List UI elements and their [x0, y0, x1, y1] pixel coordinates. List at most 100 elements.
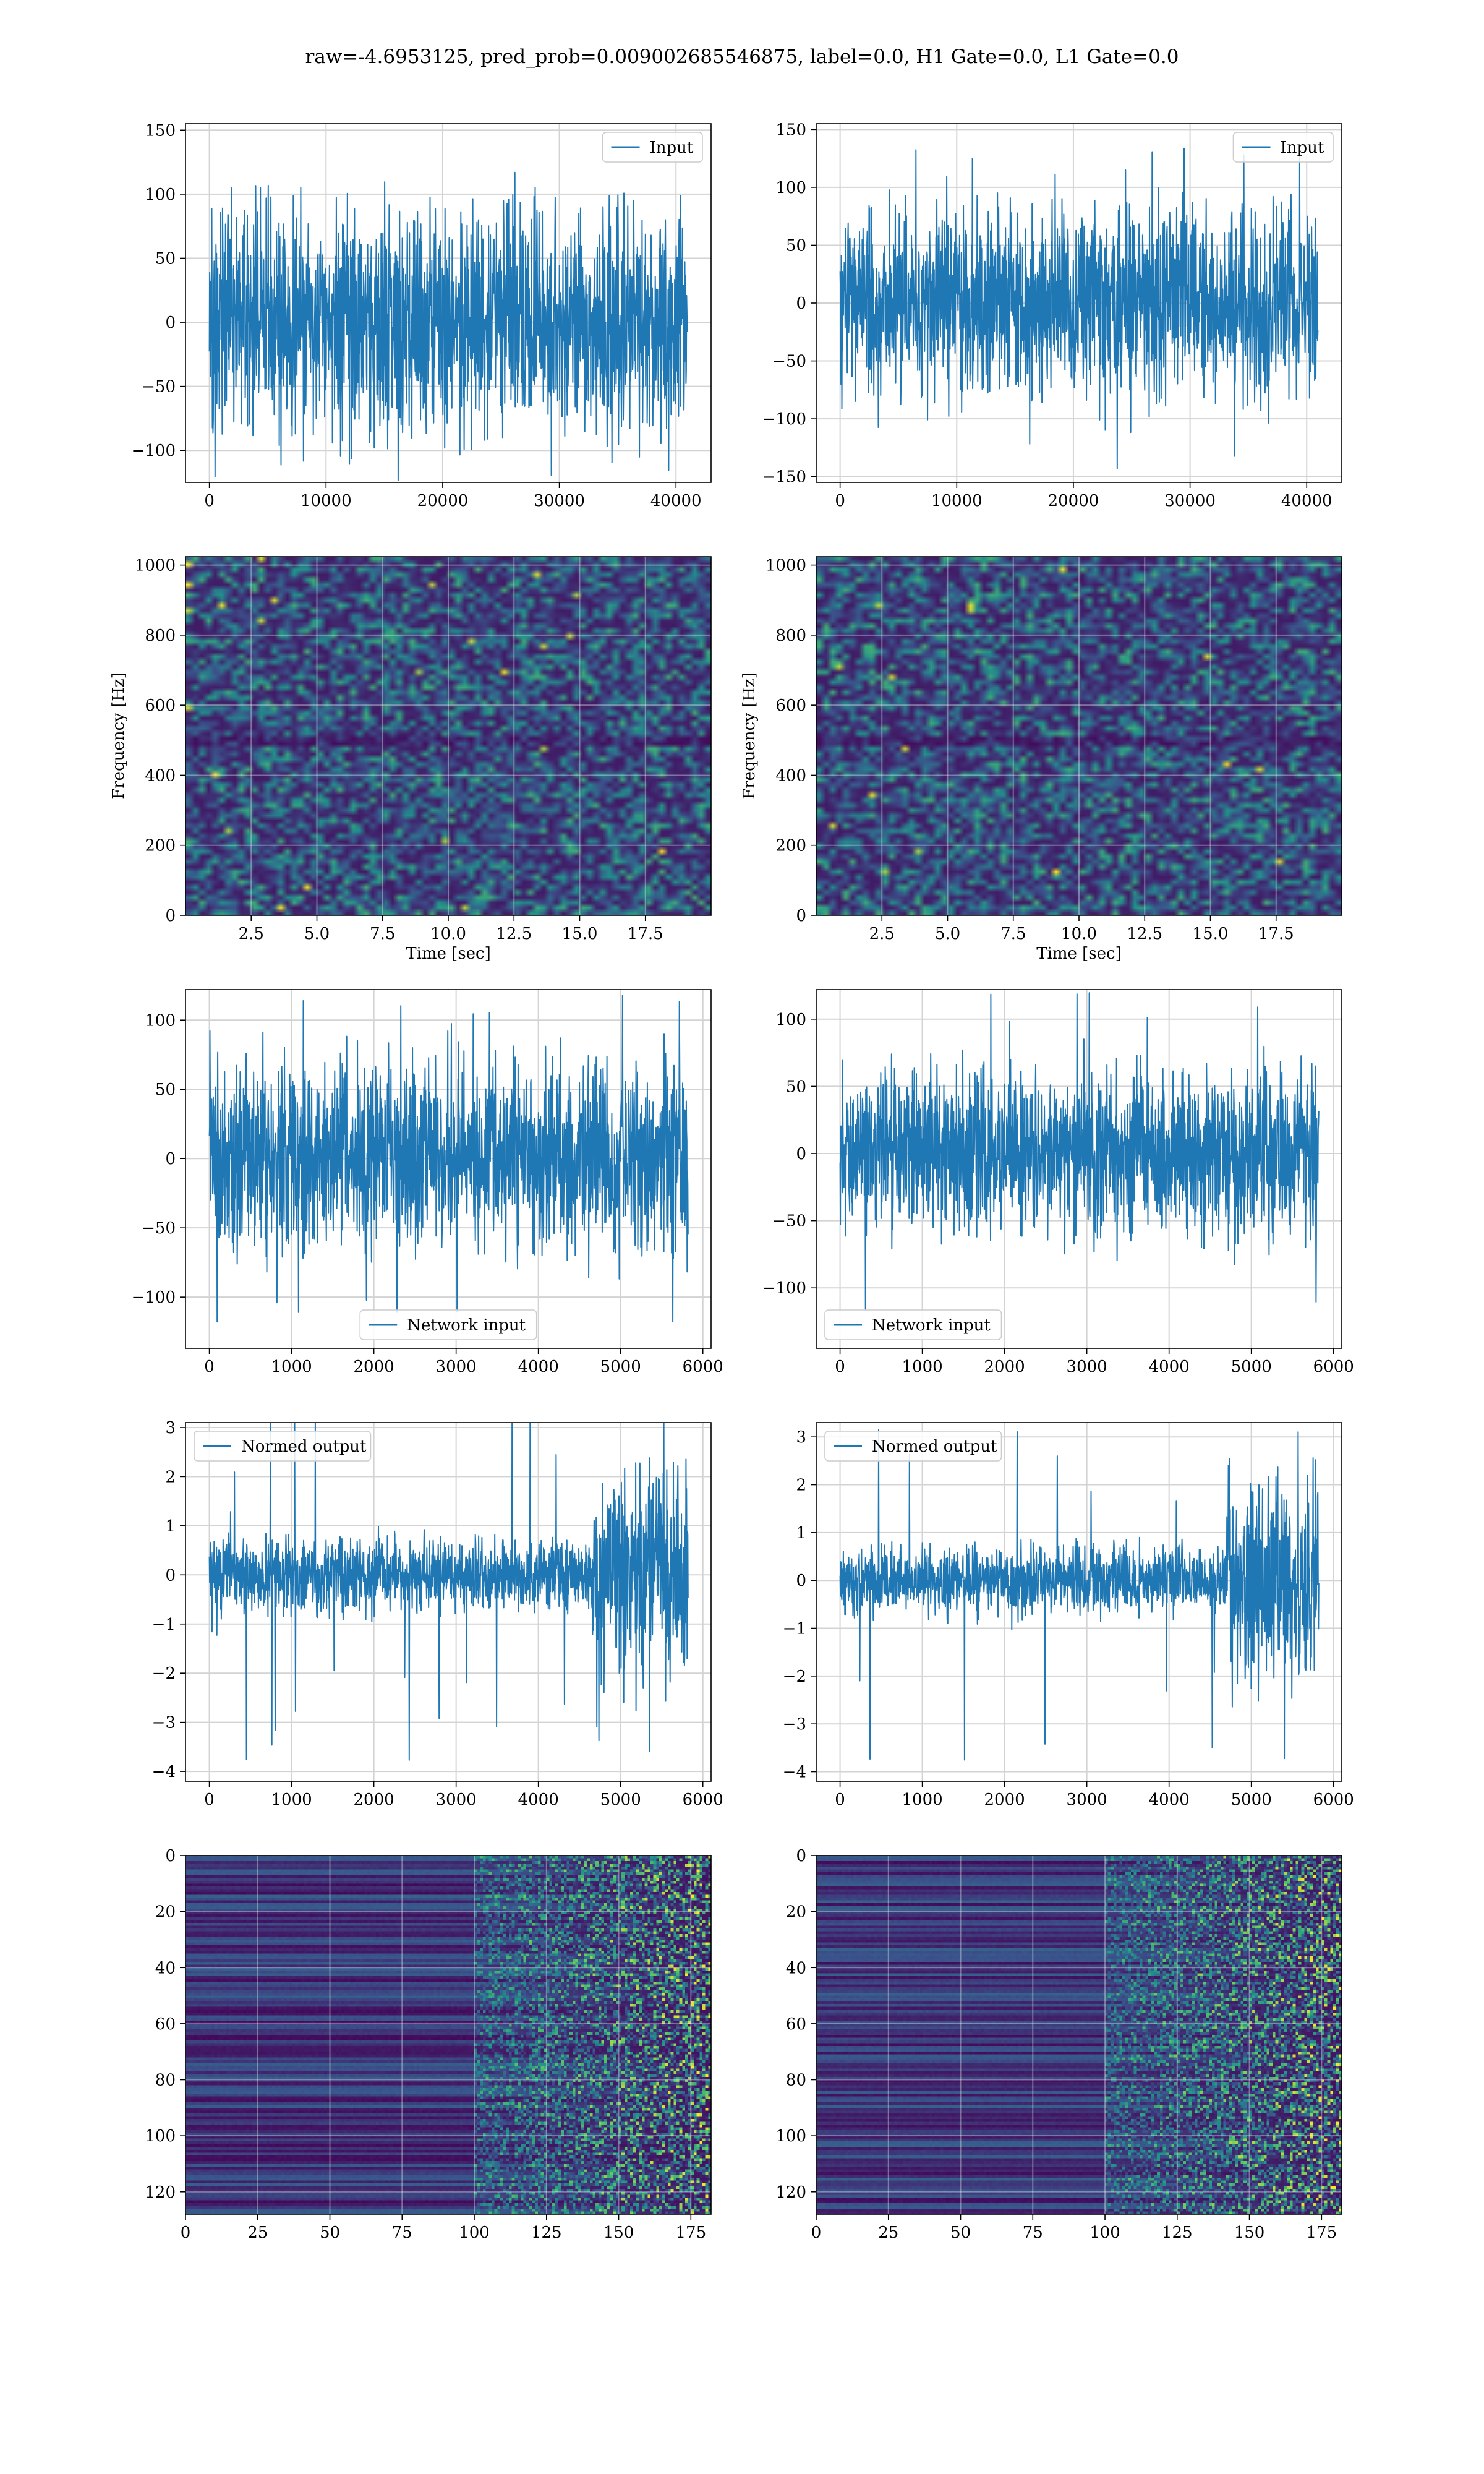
- legend-box: [194, 1431, 372, 1462]
- y-tick-label: 100: [775, 179, 806, 197]
- x-tick-label: 5.0: [935, 925, 960, 943]
- x-tick-label: 25: [247, 2224, 268, 2242]
- x-tick-label: 17.5: [628, 925, 663, 943]
- y-tick-label: 150: [775, 121, 806, 139]
- x-tick-label: 125: [1162, 2224, 1193, 2242]
- x-tick-label: 10000: [931, 492, 983, 510]
- y-tick-label: 120: [775, 2183, 806, 2202]
- axes-frame: [816, 1422, 1342, 1782]
- y-tick-label: 50: [786, 1077, 806, 1096]
- legend-box: [824, 1431, 1002, 1462]
- heatmap-image: [816, 1856, 1342, 2214]
- x-tick-label: 30000: [534, 492, 585, 510]
- axes-frame: [816, 989, 1342, 1349]
- legend-label: Network input: [407, 1316, 526, 1335]
- legend-box: [824, 1309, 1002, 1340]
- x-tick-label: 150: [1234, 2224, 1265, 2242]
- plot-area: [816, 990, 1342, 1348]
- y-tick-label: 40: [155, 1959, 176, 1977]
- axes-frame: [816, 1855, 1342, 2215]
- x-tick-label: 6000: [1313, 1791, 1354, 1809]
- x-tick-label: 5000: [600, 1791, 641, 1809]
- y-tick-label: 120: [145, 2183, 176, 2202]
- panels: 0 10000 20000 30000 40000−100−50050100150Inp…: [109, 121, 1354, 2242]
- x-tick-label: 10.0: [1061, 925, 1097, 943]
- y-axis-label: Frequency [Hz]: [740, 672, 759, 800]
- y-tick-label: −1: [783, 1620, 806, 1638]
- plot-area: [186, 557, 711, 915]
- x-tick-label: 3000: [1067, 1358, 1107, 1376]
- x-tick-label: 0: [835, 1791, 845, 1809]
- series-line: [208, 1423, 689, 1761]
- y-tick-label: 100: [145, 1011, 176, 1030]
- x-tick-label: 6000: [683, 1358, 723, 1376]
- y-tick-label: 800: [775, 627, 806, 645]
- y-tick-label: 50: [155, 1081, 176, 1099]
- x-tick-label: 5000: [1231, 1358, 1272, 1376]
- y-tick-label: 2: [165, 1468, 176, 1486]
- y-tick-label: 0: [165, 1566, 176, 1585]
- legend-label: Input: [650, 139, 694, 157]
- y-tick-label: 1000: [765, 557, 806, 575]
- panel-normed-output-l1: 0 1000 2000 3000 4000 5000 6000 −4 −3 −2 −1 0 1 2 3 Nor…: [783, 1422, 1354, 1809]
- y-tick-label: 1: [796, 1524, 806, 1543]
- x-tick-label: 5000: [600, 1358, 641, 1376]
- x-tick-label: 4000: [1149, 1791, 1190, 1809]
- series-line: [839, 992, 1320, 1310]
- x-tick-label: 2000: [354, 1358, 394, 1376]
- y-tick-label: 60: [155, 2015, 176, 2034]
- y-tick-label: 60: [786, 2015, 806, 2034]
- y-tick-label: −3: [783, 1715, 806, 1734]
- y-tick-label: 0: [796, 294, 806, 313]
- y-tick-label: −100: [762, 1279, 806, 1298]
- x-tick-label: 10.0: [430, 925, 466, 943]
- axes-frame: [185, 1422, 712, 1782]
- legend-label: Network input: [872, 1316, 991, 1335]
- x-tick-label: 7.5: [1000, 925, 1026, 943]
- plot-area: [186, 1423, 711, 1781]
- x-tick-label: 7.5: [370, 925, 395, 943]
- x-tick-label: 50: [950, 2224, 971, 2242]
- x-tick-label: 15.0: [1193, 925, 1229, 943]
- y-tick-label: −2: [152, 1664, 176, 1683]
- x-tick-label: 20000: [1048, 492, 1099, 510]
- y-tick-label: −100: [132, 1288, 176, 1307]
- panel-spectrogram-h1: 2.5 5.0 7.5 10.0 12.5 15.0 17.5 0 200 400 600 800 10…: [109, 556, 712, 963]
- x-tick-label: 10000: [301, 492, 352, 510]
- y-tick-label: 400: [145, 766, 176, 785]
- y-tick-label: 20: [786, 1903, 806, 1922]
- y-tick-label: −4: [783, 1763, 806, 1782]
- panel-input-l1: 0 10000 20000 30000 40000 −150 −100 −50 0 50 100 15…: [762, 121, 1342, 510]
- axes-frame: [185, 1855, 712, 2215]
- legend-box: [359, 1309, 537, 1340]
- y-tick-label: 100: [775, 2127, 806, 2146]
- y-tick-label: 40: [786, 1959, 806, 1977]
- x-tick-label: 12.5: [1127, 925, 1162, 943]
- plot-area: [186, 990, 711, 1348]
- x-tick-label: 2000: [984, 1791, 1025, 1809]
- legend: Network input: [824, 1309, 1002, 1340]
- y-tick-label: 1000: [135, 557, 176, 575]
- legend-box: [602, 132, 703, 163]
- x-tick-label: 6000: [1313, 1358, 1354, 1376]
- x-tick-label: 3000: [436, 1358, 477, 1376]
- y-tick-label: 100: [145, 2127, 176, 2146]
- plot-area: [816, 124, 1342, 482]
- x-tick-label: 40000: [650, 492, 702, 510]
- panel-feature-map-h1: 0 25 50 75 100 125 150 175 0 20 40 60 80 100 120: [145, 1847, 712, 2242]
- y-tick-label: 800: [145, 627, 176, 645]
- x-tick-label: 175: [1306, 2224, 1337, 2242]
- axes-frame: [185, 123, 712, 483]
- plot-area: [816, 1856, 1342, 2214]
- x-axis-label: Time [sec]: [406, 944, 491, 963]
- x-tick-label: 125: [531, 2224, 562, 2242]
- y-tick-label: 200: [775, 837, 806, 855]
- y-tick-label: −50: [142, 1219, 176, 1238]
- panel-input-h1: 0 10000 20000 30000 40000 −100 −50 0 50 100 150 Inp…: [132, 121, 712, 510]
- x-tick-label: 2.5: [869, 925, 895, 943]
- y-tick-label: 80: [786, 2071, 806, 2090]
- x-tick-label: 0: [204, 492, 215, 510]
- legend: Normed output: [194, 1431, 372, 1462]
- x-tick-label: 4000: [1149, 1358, 1190, 1376]
- panel-spectrogram-l1: 2.5 5.0 7.5 10.0 12.5 15.0 17.5 0 200 400 600 800 10…: [740, 556, 1342, 963]
